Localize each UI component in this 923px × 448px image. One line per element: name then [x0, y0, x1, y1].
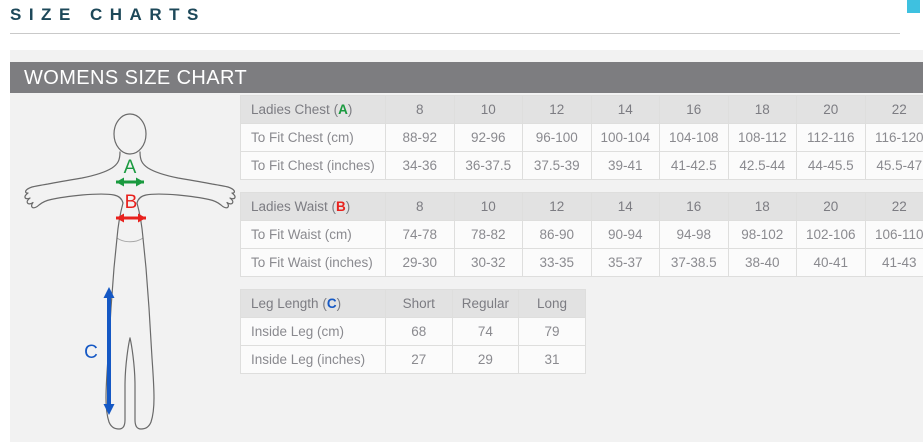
cell-value: 37.5-39	[522, 151, 592, 180]
cell-value: 100-104	[590, 123, 660, 152]
cell-value: 94-98	[659, 220, 729, 249]
cell-value: 40-41	[796, 248, 866, 277]
size-chart-panel: WOMENS SIZE CHART	[10, 50, 923, 442]
table-spacer	[240, 277, 923, 289]
col-header-size: Long	[518, 289, 586, 318]
col-header-size: 8	[385, 192, 455, 221]
table-row-header: Ladies Waist (B) 8 10 12 14 16 18 20 22	[240, 192, 923, 221]
cell-value: 108-112	[727, 123, 797, 152]
col-header-size: 18	[727, 95, 797, 124]
col-header-size: 10	[453, 192, 523, 221]
chest-measure-arrow-icon	[116, 177, 144, 187]
cell-value: 37-38.5	[659, 248, 729, 277]
table-waist: Ladies Waist (B) 8 10 12 14 16 18 20 22 …	[240, 192, 923, 277]
table-leg-length: Leg Length (C) Short Regular Long Inside…	[240, 289, 586, 374]
cell-value: 88-92	[385, 123, 455, 152]
female-body-outline-icon: A B C	[24, 113, 236, 430]
row-label: To Fit Waist (cm)	[240, 220, 386, 249]
col-header-size: 16	[659, 95, 729, 124]
cell-value: 30-32	[453, 248, 523, 277]
table-row-header: Leg Length (C) Short Regular Long	[240, 289, 586, 318]
cell-value: 90-94	[590, 220, 660, 249]
cell-value: 41-43	[864, 248, 923, 277]
table-chest: Ladies Chest (A) 8 10 12 14 16 18 20 22 …	[240, 95, 923, 180]
size-tables: Ladies Chest (A) 8 10 12 14 16 18 20 22 …	[240, 95, 923, 374]
col-header-size: 14	[590, 192, 660, 221]
cell-value: 112-116	[796, 123, 866, 152]
cell-value: 78-82	[453, 220, 523, 249]
col-header-size: 22	[864, 192, 923, 221]
cell-value: 79	[518, 317, 586, 346]
col-header-size: 12	[522, 192, 592, 221]
col-header-size: 22	[864, 95, 923, 124]
table-header-label: Leg Length (C)	[240, 289, 386, 318]
accent-square-icon	[907, 0, 920, 13]
cell-value: 41-42.5	[659, 151, 729, 180]
marker-b: B	[336, 198, 346, 214]
col-header-size: 20	[796, 192, 866, 221]
cell-value: 33-35	[522, 248, 592, 277]
figure-label-b: B	[125, 192, 138, 213]
body-measurement-figure: A B C	[20, 102, 240, 432]
cell-value: 86-90	[522, 220, 592, 249]
cell-value: 29-30	[385, 248, 455, 277]
cell-value: 42.5-44	[727, 151, 797, 180]
row-label: Inside Leg (inches)	[240, 345, 386, 374]
cell-value: 27	[385, 345, 453, 374]
col-header-size: 18	[727, 192, 797, 221]
marker-a: A	[338, 101, 348, 117]
cell-value: 68	[385, 317, 453, 346]
row-label: To Fit Chest (cm)	[240, 123, 386, 152]
cell-value: 34-36	[385, 151, 455, 180]
col-header-size: Short	[385, 289, 453, 318]
cell-value: 35-37	[590, 248, 660, 277]
cell-value: 29	[451, 345, 520, 374]
col-header-size: 8	[385, 95, 455, 124]
cell-value: 92-96	[453, 123, 523, 152]
col-header-size: 12	[522, 95, 592, 124]
col-header-size: 16	[659, 192, 729, 221]
table-row: Inside Leg (inches) 27 29 31	[240, 345, 586, 374]
cell-value: 96-100	[522, 123, 592, 152]
section-heading: WOMENS SIZE CHART	[24, 67, 248, 89]
table-spacer	[240, 180, 923, 192]
table-row: To Fit Chest (inches) 34-36 36-37.5 37.5…	[240, 151, 923, 180]
figure-label-a: A	[124, 157, 137, 178]
cell-value: 44-45.5	[796, 151, 866, 180]
col-header-size: Regular	[451, 289, 520, 318]
col-header-size: 20	[796, 95, 866, 124]
table-row: To Fit Chest (cm) 88-92 92-96 96-100 100…	[240, 123, 923, 152]
col-header-size: 14	[590, 95, 660, 124]
leg-measure-arrow-icon	[103, 287, 115, 415]
cell-value: 116-120	[864, 123, 923, 152]
table-row-header: Ladies Chest (A) 8 10 12 14 16 18 20 22	[240, 95, 923, 124]
cell-value: 39-41	[590, 151, 660, 180]
cell-value: 45.5-47	[864, 151, 923, 180]
cell-value: 102-106	[796, 220, 866, 249]
table-row: To Fit Waist (cm) 74-78 78-82 86-90 90-9…	[240, 220, 923, 249]
cell-value: 38-40	[727, 248, 797, 277]
section-header-bar: WOMENS SIZE CHART	[10, 62, 923, 93]
cell-value: 106-110	[864, 220, 923, 249]
row-label: To Fit Chest (inches)	[240, 151, 386, 180]
cell-value: 36-37.5	[453, 151, 523, 180]
table-row: To Fit Waist (inches) 29-30 30-32 33-35 …	[240, 248, 923, 277]
figure-label-c: C	[84, 342, 98, 363]
cell-value: 98-102	[727, 220, 797, 249]
col-header-size: 10	[453, 95, 523, 124]
cell-value: 31	[518, 345, 586, 374]
cell-value: 74-78	[385, 220, 455, 249]
row-label: Inside Leg (cm)	[240, 317, 386, 346]
table-header-label: Ladies Chest (A)	[240, 95, 386, 124]
table-header-label: Ladies Waist (B)	[240, 192, 386, 221]
cell-value: 104-108	[659, 123, 729, 152]
waist-measure-arrow-icon	[116, 213, 146, 223]
row-label: To Fit Waist (inches)	[240, 248, 386, 277]
table-row: Inside Leg (cm) 68 74 79	[240, 317, 586, 346]
cell-value: 74	[451, 317, 520, 346]
page-title: SIZE CHARTS	[10, 5, 206, 24]
title-divider	[10, 33, 900, 34]
marker-c: C	[326, 295, 337, 311]
